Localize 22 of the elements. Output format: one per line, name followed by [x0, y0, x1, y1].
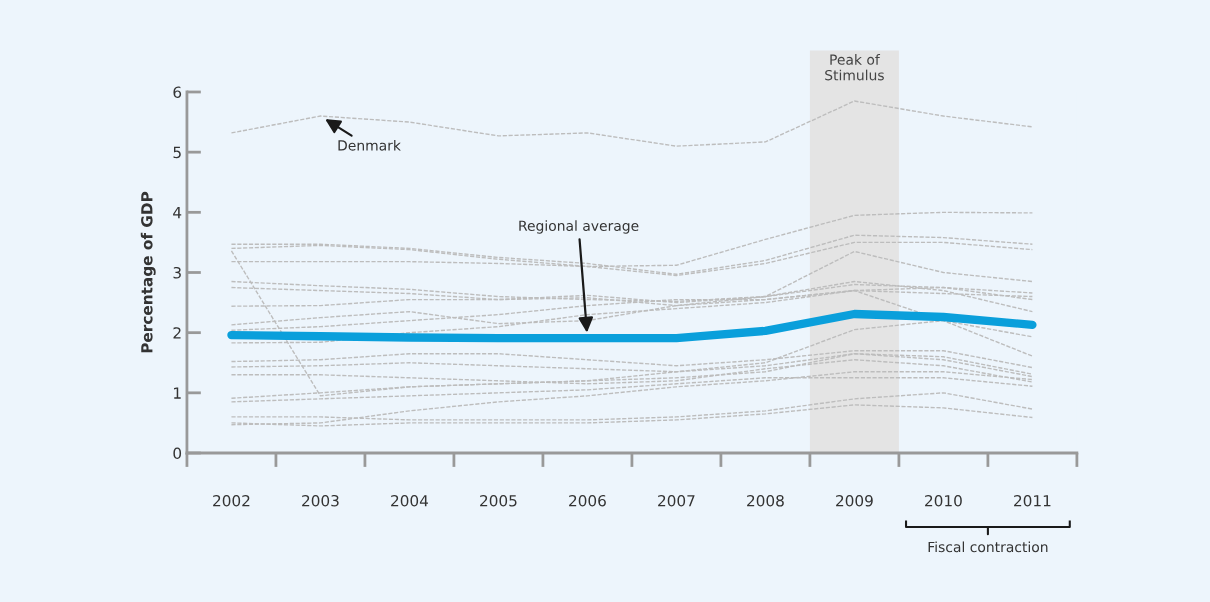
- annotation: Regional average: [519, 220, 639, 234]
- y-axis-title: Percentage of GDP: [140, 191, 156, 353]
- y-tick-label: 3: [173, 266, 181, 279]
- x-tick-label: 2007: [658, 494, 695, 507]
- y-tick-label: 4: [173, 206, 182, 219]
- y-tick-label: 0: [173, 447, 182, 460]
- x-tick-label: 2006: [569, 494, 606, 507]
- x-tick-label: 2009: [836, 494, 873, 507]
- x-tick-label: 2011: [1014, 494, 1051, 507]
- x-tick-label: 2010: [925, 494, 962, 507]
- y-tick-label: 6: [173, 86, 182, 99]
- y-tick-label: 2: [173, 327, 181, 339]
- x-tick-label: 2003: [302, 494, 339, 507]
- annotation: Denmark: [338, 139, 401, 151]
- y-tick-label: 5: [173, 146, 181, 159]
- x-tick-label: 2008: [747, 494, 784, 507]
- band-label: Peak of Stimulus: [825, 54, 884, 81]
- text: Fiscal contraction: [928, 541, 1048, 553]
- x-tick-label: 2004: [391, 494, 429, 507]
- x-tick-label: 2002: [213, 494, 250, 507]
- y-tick-label: 1: [174, 387, 181, 399]
- x-tick-label: 2005: [480, 494, 517, 507]
